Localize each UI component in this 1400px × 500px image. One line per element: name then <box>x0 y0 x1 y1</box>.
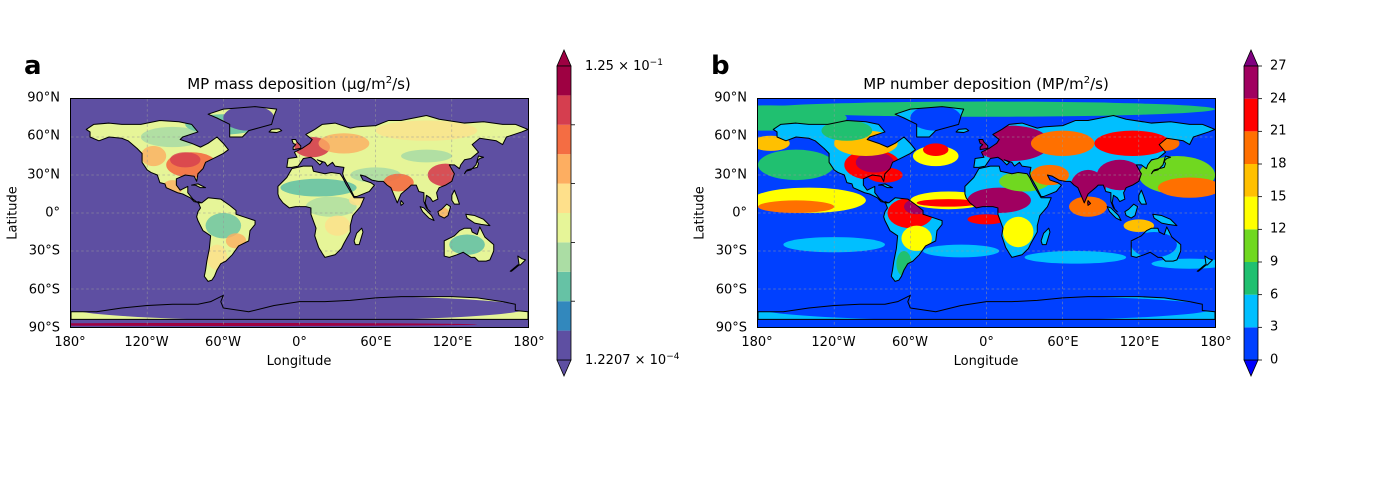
colorbar-over-arrow <box>556 49 572 67</box>
deposition-field-ocean <box>758 101 1215 269</box>
colorbar-segment <box>1244 196 1258 230</box>
x-tick-label: 60°W <box>205 335 241 350</box>
y-tick-label: 60°S <box>28 282 60 298</box>
colorbar-segment <box>1244 327 1258 360</box>
panel-a-xlabel: Longitude <box>266 354 332 369</box>
colorbar-segment <box>1244 164 1258 197</box>
panel-b-colorbar <box>1243 49 1262 377</box>
panel-b-xlabel: Longitude <box>953 354 1019 369</box>
colorbar-segment <box>557 95 571 125</box>
coastlines <box>71 106 528 320</box>
colorbar-under-arrow <box>556 359 572 377</box>
x-tick-label: 120°E <box>1119 335 1160 350</box>
panel-b-map-canvas <box>758 99 1215 327</box>
colorbar-level-label: 15 <box>1270 189 1287 205</box>
colorbar-level-label: 21 <box>1270 123 1287 139</box>
x-tick-label: 180° <box>1200 335 1232 350</box>
colorbar-segment <box>557 154 571 184</box>
y-tick-label: 60°N <box>27 128 60 144</box>
y-tick-label: 0° <box>732 205 747 221</box>
x-tick-label: 180° <box>741 335 773 350</box>
y-tick-label: 30°S <box>28 243 60 259</box>
coastlines <box>758 106 1215 320</box>
gridlines <box>71 99 528 327</box>
colorbar-level-label: 6 <box>1270 287 1279 303</box>
colorbar-level-label: 18 <box>1270 156 1287 172</box>
colorbar-segment <box>557 301 571 331</box>
panel-a-colorbar-min-label: 1.2207 × 10−4 <box>585 351 680 369</box>
panel-a-map <box>70 98 529 328</box>
colorbar-segment <box>1244 131 1258 164</box>
y-tick-label: 30°N <box>27 167 60 183</box>
y-tick-label: 90°N <box>27 90 60 106</box>
x-tick-label: 0° <box>292 335 307 350</box>
x-tick-label: 0° <box>979 335 994 350</box>
x-tick-label: 180° <box>54 335 86 350</box>
colorbar-segment <box>1244 294 1258 328</box>
panel-a-colorbar <box>556 49 575 377</box>
colorbar-segment <box>557 242 571 272</box>
panel-b-title: MP number deposition (MP/m2/s) <box>863 75 1109 93</box>
colorbar-segment <box>557 213 571 243</box>
x-tick-label: 60°E <box>1047 335 1079 350</box>
colorbar-segment <box>1244 98 1258 132</box>
panel-b-map <box>757 98 1216 328</box>
panel-b-ylabel: Latitude <box>692 186 708 240</box>
colorbar-level-label: 9 <box>1270 254 1279 270</box>
colorbar-level-label: 3 <box>1270 319 1279 335</box>
colorbar-segment <box>557 124 571 155</box>
colorbar-segment <box>557 330 571 360</box>
y-tick-label: 0° <box>45 205 60 221</box>
panel-b-letter: b <box>711 51 730 81</box>
colorbar-under-arrow <box>1243 359 1259 377</box>
colorbar-level-label: 0 <box>1270 352 1279 368</box>
panel-a-colorbar-max-label: 1.25 × 10−1 <box>585 57 663 75</box>
x-tick-label: 120°E <box>432 335 473 350</box>
panel-a-letter: a <box>24 51 42 81</box>
colorbar-level-label: 24 <box>1270 91 1287 107</box>
panel-a-title: MP mass deposition (µg/m2/s) <box>187 75 411 93</box>
y-tick-label: 90°N <box>714 90 747 106</box>
y-tick-label: 60°N <box>714 128 747 144</box>
colorbar-level-label: 12 <box>1270 221 1287 237</box>
y-tick-label: 90°S <box>715 320 747 336</box>
x-tick-label: 120°W <box>811 335 856 350</box>
y-tick-label: 90°S <box>28 320 60 336</box>
x-tick-label: 180° <box>513 335 545 350</box>
y-tick-label: 30°N <box>714 167 747 183</box>
colorbar-segment <box>1244 262 1258 295</box>
y-tick-label: 60°S <box>715 282 747 298</box>
x-tick-label: 60°W <box>892 335 928 350</box>
x-tick-label: 120°W <box>124 335 169 350</box>
gridlines <box>758 99 1215 327</box>
colorbar-segment <box>557 271 571 302</box>
panel-a-ylabel: Latitude <box>5 186 21 240</box>
colorbar-over-arrow <box>1243 49 1259 67</box>
colorbar-segment <box>557 183 571 213</box>
x-tick-label: 60°E <box>360 335 392 350</box>
colorbar-segment <box>557 66 571 96</box>
colorbar-segment <box>1244 229 1258 262</box>
y-tick-label: 30°S <box>715 243 747 259</box>
colorbar-segment <box>1244 66 1258 99</box>
colorbar-level-label: 27 <box>1270 58 1287 74</box>
panel-a-map-canvas <box>71 99 528 327</box>
